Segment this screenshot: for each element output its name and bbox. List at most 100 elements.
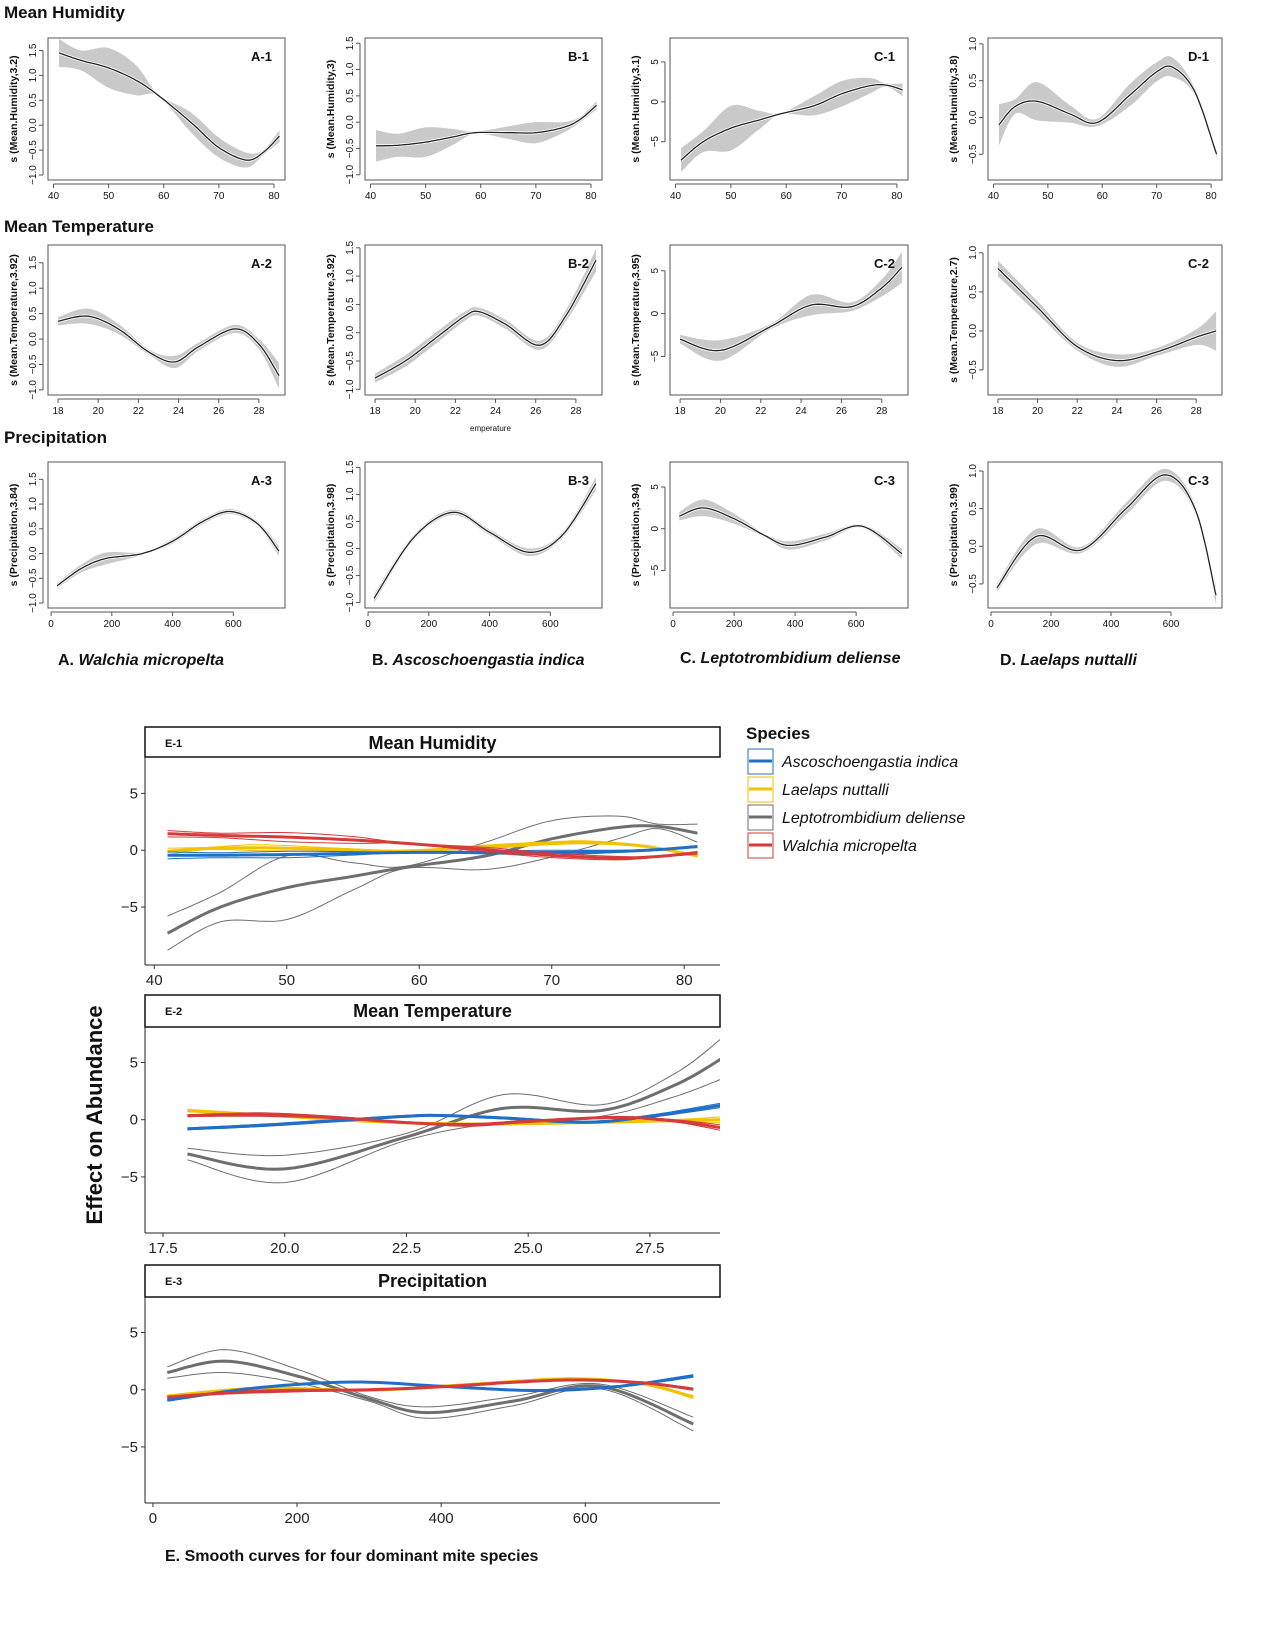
plot-frame xyxy=(364,37,603,181)
y-tick-label: −0.5 xyxy=(968,360,979,380)
confidence-band xyxy=(681,77,903,172)
panel-c-3-c: 0 200 400 600 −5 0 5 s (Precipitation,3.94) C-3 xyxy=(630,461,909,630)
combined-panel-e-2: E-2 Mean Temperature 17.5 20.0 22.5 25.0 27.5 −… xyxy=(121,994,721,1257)
species-caption-a: A. Walchia micropelta xyxy=(58,652,224,669)
y-tick-label: −5 xyxy=(121,899,138,916)
curves xyxy=(166,815,698,951)
y-tick-label: 0 xyxy=(130,842,138,859)
species-ci-line-c xyxy=(167,1349,694,1418)
x-tick-label: 200 xyxy=(103,619,120,630)
species-curve-b xyxy=(167,845,698,857)
y-tick-label: 1.0 xyxy=(345,62,356,76)
y-tick-label: 1.0 xyxy=(345,487,356,501)
species-curve-d xyxy=(167,840,698,858)
panel-label: A-1 xyxy=(251,49,272,64)
y-tick-label: 1.5 xyxy=(345,240,356,254)
panel-c-2-d: 18 20 22 24 26 28 −0.5 0.0 0.5 1.0 s (Mean.Tempera… xyxy=(948,244,1223,417)
combined-panel-e-1: E-1 Mean Humidity 40 50 60 70 80 −5 0 5 xyxy=(121,726,721,989)
y-tick-label: 0.0 xyxy=(28,332,39,346)
combined-ylabel: Effect on Abundance xyxy=(82,1005,107,1224)
y-tick-label: −0.5 xyxy=(968,144,979,164)
panel-label: C-2 xyxy=(1188,256,1209,271)
x-tick-label: 200 xyxy=(285,1510,310,1527)
panel-label: B-1 xyxy=(568,49,589,64)
panel-title: Precipitation xyxy=(378,1271,487,1291)
x-tick-label: 26 xyxy=(530,406,542,417)
species-caption-c: C. Leptotrombidium deliense xyxy=(680,650,901,667)
x-tick-label: 0 xyxy=(988,619,994,630)
x-tick-label: 0 xyxy=(48,619,54,630)
y-tick-label: −1.0 xyxy=(28,593,39,613)
y-tick-label: 1.5 xyxy=(28,43,39,57)
y-tick-label: 0 xyxy=(650,310,661,316)
x-tick-label: 18 xyxy=(992,406,1004,417)
smooth-curve xyxy=(373,483,597,599)
panel-label: B-3 xyxy=(568,473,589,488)
y-tick-label: 1.0 xyxy=(968,464,979,478)
x-tick-label: 70 xyxy=(530,191,542,202)
panel-label: A-2 xyxy=(251,256,272,271)
row-title-precipitation: Precipitation xyxy=(4,428,107,447)
smooth-curve xyxy=(678,507,903,555)
small-panels: 40 50 60 70 80 −1.0 −0.5 0.0 0.5 1.0 1.5 s (Mean.Hu… xyxy=(8,36,1223,630)
curve-halo xyxy=(372,482,598,600)
bottom-caption: E. Smooth curves for four dominant mite … xyxy=(165,1548,539,1565)
panel-b-2-b: 18 20 22 24 26 28 −1.0 −0.5 0.0 0.5 1.0 1.5 s (Mean.… xyxy=(325,240,603,417)
x-tick-label: 40 xyxy=(146,972,163,989)
y-tick-label: −5 xyxy=(650,136,661,148)
x-tick-label: 26 xyxy=(836,406,848,417)
panel-label: C-3 xyxy=(874,473,895,488)
y-axis-label: s (Precipitation,3.99) xyxy=(948,484,960,587)
plot-frame xyxy=(987,244,1223,396)
y-tick-label: 0.0 xyxy=(28,118,39,132)
x-tick-label: 70 xyxy=(543,972,560,989)
panel-a-2-a: 18 20 22 24 26 28 −1.0 −0.5 0.0 0.5 1.0 1.5 s (Mean.… xyxy=(8,244,286,417)
x-tick-label: 60 xyxy=(475,191,487,202)
y-axis-label: s (Mean.Humidity,3.1) xyxy=(630,55,642,162)
x-tick-label: 600 xyxy=(573,1510,598,1527)
x-tick-label: 70 xyxy=(213,191,225,202)
plot-frame xyxy=(364,244,603,396)
x-tick-label: 80 xyxy=(676,972,693,989)
x-tick-label: 60 xyxy=(1097,191,1109,202)
y-tick-label: 0 xyxy=(650,99,661,105)
x-tick-label: 200 xyxy=(726,619,743,630)
legend: Species Ascoschoengastia indica Laelaps nu… xyxy=(746,724,965,859)
y-tick-label: −5 xyxy=(650,350,661,362)
panel-b-1-b: 40 50 60 70 80 −1.0 −0.5 0.0 0.5 1.0 1.5 s (Mean.Hu… xyxy=(325,36,603,202)
x-tick-label: 80 xyxy=(891,191,903,202)
x-tick-label: 25.0 xyxy=(514,1240,543,1257)
x-tick-label: 40 xyxy=(988,191,1000,202)
x-tick-label: 200 xyxy=(420,619,437,630)
legend-item: Leptotrombidium deliense xyxy=(747,804,965,831)
x-tick-label: 40 xyxy=(48,191,60,202)
x-tick-label: 80 xyxy=(1206,191,1218,202)
x-tick-label: 17.5 xyxy=(148,1240,177,1257)
svg-text:B. Ascoschoengastia indica: B. Ascoschoengastia indica xyxy=(372,652,585,669)
y-axis-label: s (Mean.Humidity,3) xyxy=(325,60,337,158)
y-tick-label: 1.5 xyxy=(345,36,356,50)
y-tick-label: −0.5 xyxy=(345,351,356,371)
y-tick-label: 0.0 xyxy=(345,115,356,129)
x-tick-label: 22 xyxy=(450,406,462,417)
curves xyxy=(166,1349,694,1432)
x-tick-label: 50 xyxy=(1042,191,1054,202)
x-tick-label: 18 xyxy=(369,406,381,417)
y-tick-label: −1.0 xyxy=(345,164,356,184)
panel-id: E-2 xyxy=(165,1006,182,1018)
y-tick-label: 5 xyxy=(130,785,138,802)
smooth-curve xyxy=(57,315,280,377)
smooth-curve xyxy=(56,510,280,587)
y-tick-label: 1.5 xyxy=(28,255,39,269)
species-caption-b: B. Ascoschoengastia indica xyxy=(372,652,585,669)
x-tick-label: 20.0 xyxy=(270,1240,299,1257)
y-axis-label: s (Mean.Temperature,3.92) xyxy=(8,254,20,386)
y-tick-label: −1.0 xyxy=(345,592,356,612)
smooth-curve xyxy=(997,267,1217,362)
x-tick-label: 26 xyxy=(1151,406,1163,417)
y-tick-label: −5 xyxy=(121,1439,138,1456)
y-tick-label: 0.5 xyxy=(345,297,356,311)
y-tick-label: −0.5 xyxy=(28,354,39,374)
